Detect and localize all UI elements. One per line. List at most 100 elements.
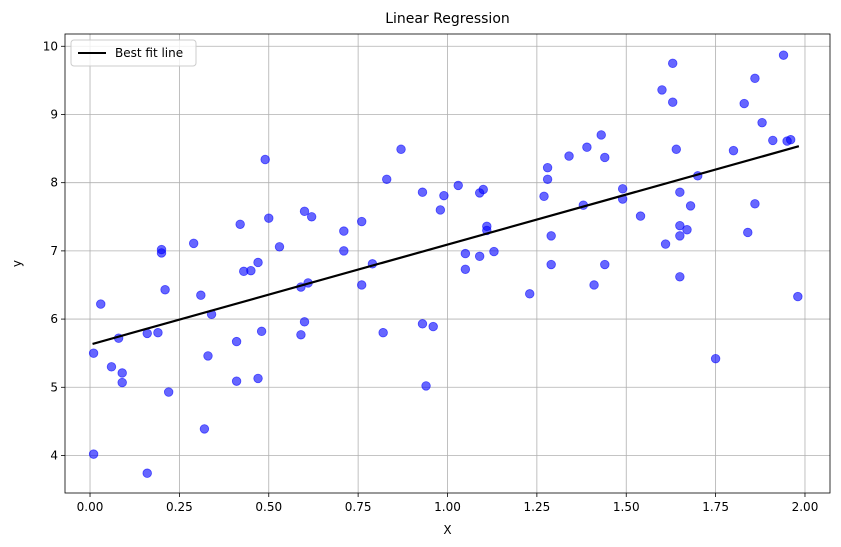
- best-fit-line: [92, 145, 800, 345]
- scatter-point: [142, 468, 152, 478]
- scatter-point: [671, 144, 681, 154]
- scatter-point: [253, 373, 263, 384]
- scatter-point: [96, 299, 106, 309]
- scatter-point: [489, 246, 499, 257]
- scatter-point: [600, 259, 610, 270]
- scatter-point: [582, 142, 592, 152]
- scatter-point: [478, 184, 488, 195]
- x-tick-label: 2.00: [792, 500, 819, 514]
- scatter-point: [260, 154, 270, 165]
- x-tick-label: 0.75: [345, 500, 372, 514]
- scatter-point: [106, 362, 117, 372]
- scatter-point: [657, 85, 667, 95]
- scatter-point: [750, 73, 760, 84]
- scatter-point: [160, 285, 170, 295]
- scatter-point: [163, 387, 174, 397]
- scatter-point: [235, 219, 245, 229]
- scatter-point: [750, 199, 760, 209]
- scatter-point: [728, 145, 739, 156]
- y-tick-label: 8: [50, 176, 58, 190]
- scatter-point: [617, 184, 628, 194]
- scatter-point: [88, 449, 99, 459]
- scatter-point: [768, 135, 778, 146]
- scatter-point: [339, 226, 349, 236]
- scatter-point: [417, 319, 428, 329]
- scatter-point: [421, 381, 431, 391]
- scatter-point: [435, 205, 446, 215]
- scatter-point: [675, 220, 685, 231]
- y-tick-label: 5: [50, 380, 58, 394]
- scatter-point: [785, 135, 796, 145]
- scatter-point: [382, 174, 392, 184]
- scatter-point: [564, 151, 574, 161]
- x-tick-label: 1.25: [524, 500, 551, 514]
- scatter-point: [539, 191, 549, 202]
- y-axis-ticks: 4 5 6 7 8 9 10: [43, 39, 65, 462]
- y-tick-label: 4: [50, 448, 58, 462]
- scatter-point: [203, 351, 213, 361]
- scatter-point: [743, 227, 753, 238]
- scatter-point: [710, 353, 721, 364]
- scatter-point: [88, 348, 99, 358]
- scatter-point: [378, 328, 388, 338]
- scatter-point: [246, 265, 256, 276]
- y-tick-label: 9: [50, 107, 58, 121]
- scatter-point: [264, 213, 274, 223]
- scatter-point: [675, 187, 685, 197]
- scatter-point: [675, 231, 685, 241]
- scatter-point: [196, 290, 206, 300]
- scatter-point: [542, 174, 553, 184]
- scatter-point: [199, 424, 210, 434]
- x-tick-label: 1.50: [613, 500, 640, 514]
- scatter-point: [339, 246, 349, 256]
- scatter-point: [589, 280, 599, 290]
- scatter-point: [428, 321, 438, 332]
- scatter-point: [357, 280, 367, 290]
- scatter-point: [439, 190, 449, 201]
- chart-title: Linear Regression: [385, 11, 510, 27]
- scatter-point: [600, 152, 610, 163]
- x-tick-label: 0.00: [77, 500, 104, 514]
- scatter-point: [256, 326, 267, 337]
- scatter-point: [460, 264, 471, 274]
- legend: Best fit line: [70, 39, 197, 67]
- scatter-point: [153, 328, 163, 338]
- scatter-point: [525, 289, 535, 299]
- y-tick-label: 10: [43, 39, 58, 53]
- x-tick-label: 0.50: [255, 500, 282, 514]
- scatter-point: [682, 225, 692, 235]
- y-tick-label: 6: [50, 312, 58, 326]
- scatter-point: [668, 58, 678, 69]
- x-tick-label: 1.00: [434, 500, 461, 514]
- scatter-point: [188, 238, 199, 249]
- scatter-point: [417, 187, 428, 197]
- scatter-point: [396, 144, 406, 154]
- y-axis-label: y: [10, 260, 24, 267]
- best-fit-line-layer: [92, 145, 800, 345]
- scatter-point: [453, 180, 463, 191]
- scatter-point: [668, 97, 678, 107]
- scatter-point: [117, 377, 127, 388]
- y-tick-label: 7: [50, 244, 58, 258]
- scatter-point: [296, 330, 306, 340]
- scatter-point: [675, 272, 685, 282]
- legend-label: Best fit line: [115, 46, 183, 60]
- scatter-point: [546, 231, 556, 241]
- scatter-point: [778, 50, 789, 60]
- x-axis-label: X: [443, 523, 451, 537]
- scatter-point: [306, 212, 317, 222]
- scatter-point: [460, 248, 471, 259]
- scatter-point: [660, 239, 671, 249]
- scatter-point: [357, 216, 367, 227]
- x-tick-label: 0.25: [166, 500, 193, 514]
- scatter-point: [596, 130, 606, 140]
- scatter-point: [739, 98, 749, 109]
- legend-box: [70, 39, 197, 67]
- grid-lines: [65, 34, 830, 493]
- scatter-point: [231, 336, 242, 347]
- scatter-point: [685, 201, 696, 211]
- scatter-point: [299, 206, 310, 217]
- scatter-point: [474, 251, 485, 262]
- scatter-point: [635, 211, 646, 221]
